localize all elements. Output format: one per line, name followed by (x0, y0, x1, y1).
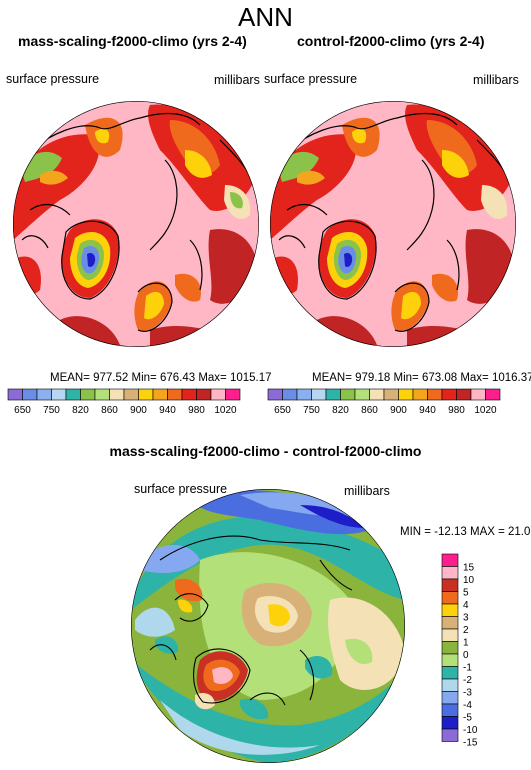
panel1-colorbar-label: 940 (159, 405, 176, 416)
diff-colorbar-box (441, 666, 459, 680)
panel2-colorbar-box (456, 388, 472, 401)
panel2-colorbar-box (383, 388, 399, 401)
panel2-colorbar-box (311, 388, 327, 401)
diff-stats: MIN = -12.13 MAX = 21.07 (400, 526, 531, 538)
panel2-colorbar-box (470, 388, 486, 401)
panel2-title: control-f2000-climo (yrs 2-4) (297, 33, 485, 49)
diff-colorbar-label: -2 (463, 675, 472, 686)
diff-colorbar-box (441, 628, 459, 642)
panel1-colorbar-box (51, 388, 67, 401)
panel2-colorbar-box (325, 388, 341, 401)
diff-colorbar-label: -15 (463, 738, 478, 749)
diff-colorbar-box (441, 703, 459, 717)
panel2-colorbar-box (485, 388, 501, 401)
panel1-colorbar-box (167, 388, 183, 401)
panel1-colorbar-label: 900 (130, 405, 147, 416)
panel1-colorbar-box (7, 388, 23, 401)
diff-colorbar-label: -3 (463, 688, 472, 699)
panel2-colorbar-box (427, 388, 443, 401)
diff-title: mass-scaling-f2000-climo - control-f2000… (109, 443, 422, 459)
panel2-colorbar-label: 650 (274, 405, 291, 416)
panel1-colorbar-box (225, 388, 241, 401)
panel1-map (13, 101, 259, 347)
panel1-colorbar-label: 980 (188, 405, 205, 416)
panel1-colorbar-box (22, 388, 38, 401)
panel2-colorbar-label: 820 (332, 405, 349, 416)
diff-colorbar-box (441, 578, 459, 592)
panel2-colorbar-box (369, 388, 385, 401)
diff-colorbar-label: -5 (463, 713, 472, 724)
panel2-map (270, 101, 516, 347)
diff-colorbar-box (441, 641, 459, 655)
panel2-colorbar-label: 750 (303, 405, 320, 416)
diff-colorbar-label: -1 (463, 663, 472, 674)
panel1-colorbar-label: 750 (43, 405, 60, 416)
panel1-colorbar-box (196, 388, 212, 401)
panel2-colorbar-label: 900 (390, 405, 407, 416)
panel1-right-label: millibars (214, 73, 260, 87)
panel1-title: mass-scaling-f2000-climo (yrs 2-4) (18, 33, 247, 49)
diff-right-label: millibars (344, 484, 390, 498)
diff-left-label: surface pressure (134, 482, 228, 496)
panel1-left-label: surface pressure (6, 72, 100, 86)
diff-colorbar-label: 3 (463, 613, 469, 624)
diff-colorbar-box (441, 728, 459, 742)
panel1-colorbar-label: 820 (72, 405, 89, 416)
diff-colorbar-box (441, 716, 459, 730)
diff-colorbar-label: 15 (463, 563, 475, 574)
diff-colorbar-label: 0 (463, 650, 469, 661)
panel1-stats: MEAN= 977.52 Min= 676.43 Max= 1015.17 (50, 372, 272, 384)
panel2-colorbar-box (412, 388, 428, 401)
panel2-colorbar: 650 750 820 860 900 940 980 1020 (267, 388, 501, 416)
diff-colorbar-box (441, 678, 459, 692)
panel2-colorbar-box (354, 388, 370, 401)
panel2-colorbar-box (296, 388, 312, 401)
diff-colorbar-label: -4 (463, 700, 472, 711)
panel1-colorbar-box (94, 388, 110, 401)
diff-colorbar-box (441, 691, 459, 705)
panel1-colorbar-label: 650 (14, 405, 31, 416)
diff-colorbar-label: 2 (463, 625, 469, 636)
panel2-colorbar-label: 860 (361, 405, 378, 416)
panel2-colorbar-label: 1020 (474, 405, 497, 416)
panel2-stats: MEAN= 979.18 Min= 673.08 Max= 1016.37 (312, 372, 531, 384)
panel1-colorbar-box (181, 388, 197, 401)
diff-colorbar-label: -10 (463, 725, 478, 736)
diff-colorbar-box (441, 616, 459, 630)
panel2-right-label: millibars (473, 73, 519, 87)
panel1-colorbar-box (138, 388, 154, 401)
panel1-colorbar-box (65, 388, 81, 401)
panel2-colorbar-box (398, 388, 414, 401)
diff-colorbar-label: 10 (463, 575, 475, 586)
panel1-colorbar-box (36, 388, 52, 401)
diff-colorbar-box (441, 553, 459, 567)
page-title: ANN (238, 2, 293, 32)
panel1-colorbar: 650 750 820 860 900 940 980 1020 (7, 388, 241, 416)
panel1-colorbar-box (123, 388, 139, 401)
diff-colorbar-label: 1 (463, 638, 469, 649)
diff-colorbar-box (441, 566, 459, 580)
panel1-colorbar-box (210, 388, 226, 401)
panel2-left-label: surface pressure (264, 72, 358, 86)
diff-colorbar-box (441, 653, 459, 667)
panel2-colorbar-box (267, 388, 283, 401)
panel2-colorbar-label: 940 (419, 405, 436, 416)
panel1-colorbar-label: 1020 (214, 405, 237, 416)
panel1-colorbar-box (80, 388, 96, 401)
diff-colorbar-box (441, 591, 459, 605)
panel1-colorbar-box (152, 388, 168, 401)
diff-colorbar-box (441, 603, 459, 617)
panel1-colorbar-box (109, 388, 125, 401)
panel2-colorbar-box (441, 388, 457, 401)
panel2-colorbar-box (282, 388, 298, 401)
diff-colorbar-label: 4 (463, 600, 469, 611)
panel1-colorbar-label: 860 (101, 405, 118, 416)
diff-colorbar-label: 5 (463, 588, 469, 599)
diff-map (131, 489, 405, 763)
panel2-colorbar-label: 980 (448, 405, 465, 416)
panel2-colorbar-box (340, 388, 356, 401)
